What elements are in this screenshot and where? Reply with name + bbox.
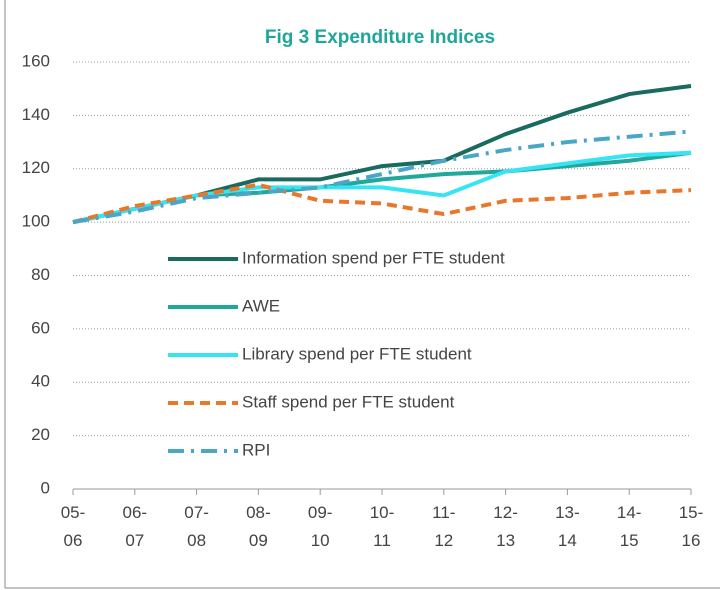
x-tick-label: 10-11 [369,503,395,550]
y-tick-label: 0 [41,478,50,497]
y-tick-label: 40 [31,372,50,391]
x-tick-label: 14-15 [616,503,642,550]
y-tick-label: 60 [31,318,50,337]
x-tick-label: 12-13 [493,503,518,550]
y-tick-label: 80 [31,265,50,284]
legend-label: RPI [242,440,270,459]
y-tick-label: 120 [22,158,50,177]
series-line [72,182,692,225]
legend-label: Library spend per FTE student [242,344,472,363]
legend-label: AWE [242,296,280,315]
x-tick-label: 06-07 [122,503,148,550]
x-tick-label: 13-14 [555,503,580,550]
y-tick-label: 20 [31,425,50,444]
y-tick-label: 140 [22,105,50,124]
y-tick-label: 160 [22,51,50,70]
x-tick-label: 11-12 [432,503,456,550]
x-tick-label: 07-08 [184,503,209,550]
x-tick-label: 09-10 [307,503,333,550]
x-tick-label: 05-06 [60,503,86,550]
x-tick-label: 15-16 [678,503,704,550]
y-tick-label: 100 [22,212,50,231]
legend-label: Information spend per FTE student [242,248,505,267]
chart-title: Fig 3 Expenditure Indices [265,27,495,48]
x-tick-label: 08-09 [246,503,271,550]
series-line [72,129,692,225]
legend-label: Staff spend per FTE student [242,392,455,411]
